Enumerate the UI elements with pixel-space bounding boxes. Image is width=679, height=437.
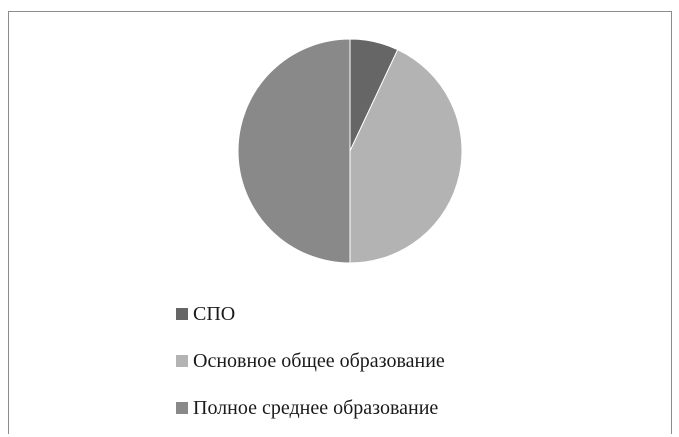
legend-swatch-full-secondary-education — [176, 402, 188, 414]
pie-slice-1 — [349, 48, 463, 264]
pie-slice-2 — [237, 38, 351, 264]
legend-swatch-spo — [176, 308, 188, 320]
legend-swatch-basic-general-education — [176, 355, 188, 367]
legend-label-basic-general-education: Основное общее образование — [193, 350, 445, 372]
legend-item-full-secondary-education: Полное среднее образование — [176, 396, 438, 420]
legend-item-basic-general-education: Основное общее образование — [176, 349, 445, 373]
legend-item-spo: СПО — [176, 302, 235, 326]
legend-label-spo: СПО — [193, 303, 236, 325]
pie-slices — [237, 38, 463, 264]
legend-label-full-secondary-education: Полное среднее образование — [193, 397, 439, 419]
